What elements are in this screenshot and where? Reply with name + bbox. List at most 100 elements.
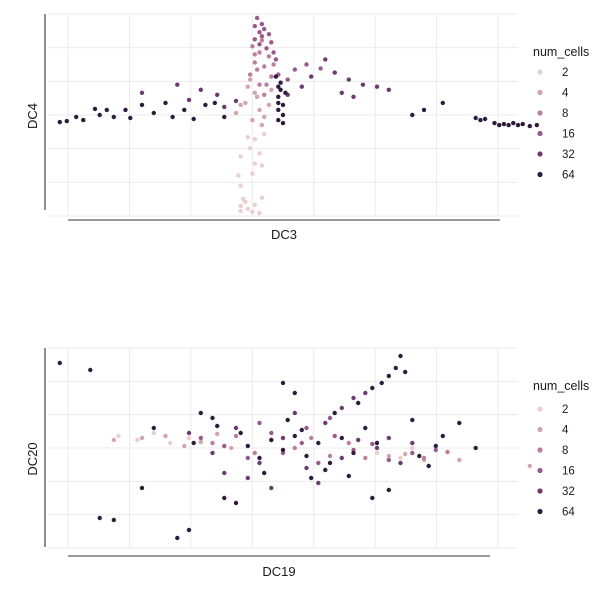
- chart-1-legend-label-8: 8: [562, 108, 568, 120]
- chart-1-point-num-cells-2: [238, 208, 243, 214]
- chart-1-point-num-cells-64: [527, 123, 532, 129]
- chart-2-point-num-cells-32: [339, 405, 344, 411]
- chart-2-point-num-cells-8: [445, 449, 450, 455]
- chart-1-point-num-cells-32: [346, 77, 351, 82]
- chart-2-point-num-cells-64: [374, 440, 380, 446]
- chart-2-point-num-cells-64: [186, 527, 192, 533]
- chart-2-legend-key-8: [537, 447, 543, 453]
- chart-2-point-num-cells-32: [323, 420, 328, 426]
- chart-2-point-num-cells-64: [257, 455, 262, 461]
- chart-2-point-num-cells-64: [97, 515, 102, 521]
- chart-2-point-num-cells-64: [473, 445, 478, 451]
- chart-1-x-axis-title: DC3: [271, 227, 297, 242]
- chart-1-point-num-cells-16: [273, 57, 279, 62]
- chart-2-point-num-cells-4: [229, 445, 234, 451]
- chart-2-point-num-cells-16: [386, 457, 391, 463]
- chart-2-point-num-cells-64: [309, 475, 314, 481]
- chart-1-point-num-cells-32: [351, 94, 356, 100]
- chart-2-legend: num_cells 2 4 8 16 32 64: [533, 379, 589, 519]
- chart-1-point-num-cells-16: [264, 46, 269, 51]
- chart-2-point-num-cells-64: [370, 495, 375, 501]
- chart-2-point-num-cells-32: [222, 470, 227, 476]
- chart-2-point-num-cells-64: [139, 485, 145, 491]
- chart-2-point-num-cells-16: [332, 433, 337, 439]
- chart-1-point-num-cells-32: [222, 104, 227, 110]
- chart-2-point-num-cells-64: [351, 450, 356, 456]
- chart-1-point-num-cells-64: [64, 118, 70, 124]
- chart-1-point-num-cells-64: [222, 114, 227, 120]
- chart-2-point-num-cells-64: [198, 410, 203, 416]
- chart-2-point-num-cells-64: [403, 369, 408, 375]
- chart-1-point-num-cells-32: [233, 98, 239, 104]
- chart-1-legend-key-4: [537, 89, 543, 96]
- chart-1-point-num-cells-4: [254, 94, 260, 100]
- chart-2-point-num-cells-64: [292, 433, 297, 439]
- chart-1-point-num-cells-64: [280, 112, 286, 118]
- chart-1-point-num-cells-8: [252, 52, 257, 57]
- chart-2-point-num-cells-32: [316, 480, 321, 486]
- chart-2-point-num-cells-64: [210, 415, 215, 421]
- chart-1-point-num-cells-64: [163, 100, 168, 106]
- chart-2-point-num-cells-8: [210, 440, 215, 446]
- chart-2-legend-title: num_cells: [533, 379, 589, 393]
- chart-1-point-num-cells-64: [440, 100, 445, 106]
- chart-2-point-num-cells-32: [233, 425, 239, 431]
- chart-1-point-num-cells-64: [276, 107, 281, 113]
- chart-2-point-num-cells-32: [210, 450, 215, 456]
- chart-1-point-num-cells-16: [271, 50, 276, 55]
- chart-1-point-num-cells-2: [250, 171, 255, 176]
- chart-1-point-num-cells-2: [243, 199, 248, 205]
- chart-1-point-num-cells-64: [128, 115, 133, 121]
- chart-2-point-num-cells-64: [111, 517, 117, 523]
- chart-1-point-num-cells-2: [247, 146, 253, 151]
- chart-1-point-num-cells-32: [323, 57, 328, 62]
- chart-1-point-num-cells-16: [292, 67, 297, 72]
- chart-1-point-num-cells-16: [266, 32, 272, 37]
- chart-1-point-num-cells-64: [74, 114, 79, 120]
- chart-2-legend-label-2: 2: [562, 404, 568, 416]
- chart-1-point-num-cells-64: [497, 122, 502, 128]
- chart-2-point-num-cells-16: [299, 440, 304, 446]
- chart-1-point-num-cells-16: [269, 40, 274, 45]
- chart-1-legend-label-64: 64: [562, 170, 575, 182]
- chart-1-point-num-cells-2: [259, 163, 265, 168]
- chart-1-point-num-cells-64: [421, 107, 427, 113]
- chart-2-point-num-cells-4: [163, 433, 168, 439]
- chart-1-point-num-cells-8: [262, 64, 267, 69]
- chart-2-point-num-cells-64: [245, 443, 250, 449]
- chart-2-point-num-cells-2: [116, 433, 121, 439]
- chart-2-point-num-cells-32: [257, 460, 262, 466]
- chart-2-point-num-cells-64: [457, 420, 462, 426]
- chart-1-point-num-cells-64: [511, 120, 516, 126]
- chart-2-point-num-cells-64: [398, 353, 403, 359]
- chart-1-point-num-cells-8: [257, 82, 262, 87]
- chart-1-point-num-cells-16: [304, 62, 309, 67]
- chart-2-point-num-cells-64: [299, 427, 304, 433]
- chart-2-point-num-cells-64: [238, 430, 243, 436]
- chart-1-point-num-cells-32: [374, 84, 380, 89]
- chart-2-point-num-cells-32: [186, 430, 192, 436]
- chart-2-point-num-cells-64: [363, 425, 368, 431]
- chart-2-legend-label-16: 16: [562, 466, 575, 478]
- chart-2-point-num-cells-8: [363, 455, 368, 461]
- chart-1-point-num-cells-64: [276, 100, 281, 106]
- chart-2-point-num-cells-64: [327, 460, 333, 466]
- chart-1-point-num-cells-64: [283, 90, 288, 96]
- chart-2-point-num-cells-32: [356, 437, 361, 443]
- chart-1-point-num-cells-2: [240, 196, 246, 201]
- chart-2-point-num-cells-2: [186, 435, 192, 441]
- chart-1-legend-label-4: 4: [562, 88, 569, 100]
- chart-1-point-num-cells-4: [257, 107, 262, 113]
- chart-2-point-num-cells-32: [410, 440, 415, 446]
- chart-2-legend-key-2: [537, 406, 543, 412]
- chart-1-legend-label-32: 32: [562, 149, 575, 161]
- chart-2-point-num-cells-64: [280, 380, 286, 386]
- chart-2-point-num-cells-64: [426, 463, 431, 469]
- chart-1-point-num-cells-16: [252, 37, 257, 42]
- chart-2-point-num-cells-64: [417, 453, 422, 459]
- chart-1-point-num-cells-64: [520, 121, 525, 127]
- chart-2-point-num-cells-2: [168, 440, 173, 446]
- chart-1-point-num-cells-2: [252, 137, 257, 142]
- chart-1-point-num-cells-64: [81, 117, 86, 123]
- chart-1-point-num-cells-4: [243, 100, 248, 106]
